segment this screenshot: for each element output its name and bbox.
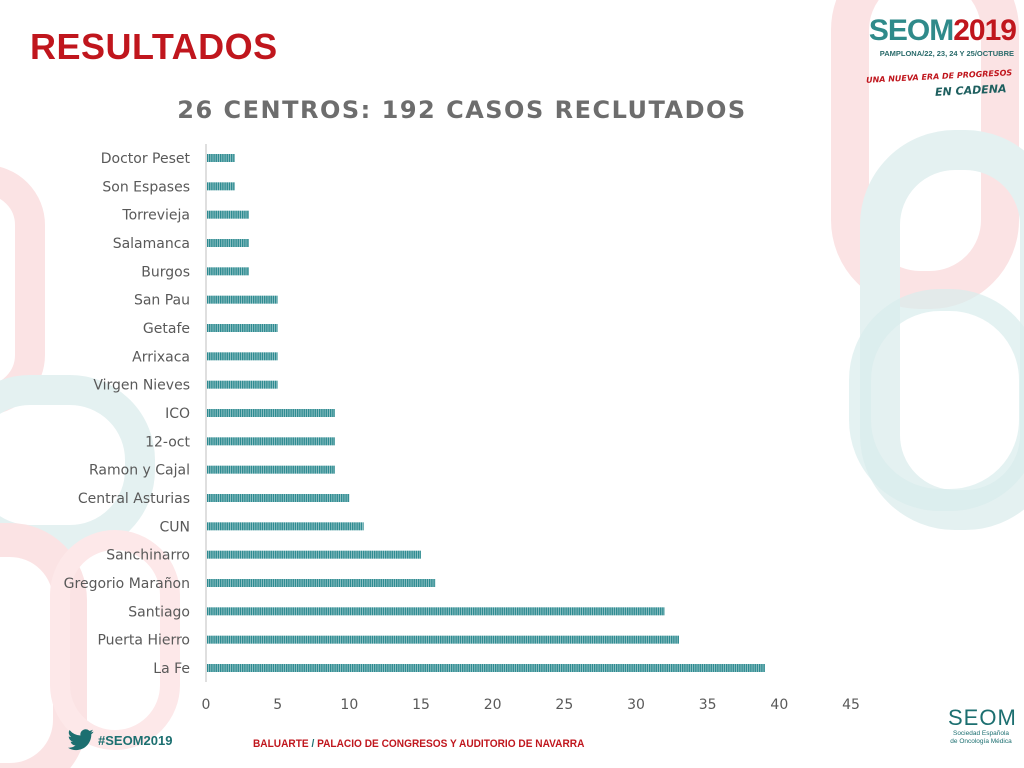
twitter-icon	[68, 729, 94, 751]
bar-puerta-hierro	[207, 635, 679, 644]
category-label: Santiago	[128, 604, 190, 620]
category-label: Son Espases	[102, 179, 190, 195]
category-label: Central Asturias	[78, 491, 190, 507]
chart-title: 26 CENTROS: 192 CASOS RECLUTADOS	[177, 96, 746, 124]
seom-society-logo: SEOM Sociedad Española de Oncología Médi…	[948, 705, 1017, 762]
seom-logo-subtitle-1: Sociedad Española	[952, 730, 1009, 737]
bar-torrevieja	[207, 210, 249, 219]
x-tick-label: 0	[202, 697, 211, 713]
x-tick-label: 10	[340, 697, 358, 713]
brand-dates: PAMPLONA/22, 23, 24 Y 25/OCTUBRE	[879, 49, 1014, 58]
bar-doctor-peset	[207, 154, 235, 162]
bar-salamanca	[207, 239, 249, 247]
bar-arrixaca	[207, 352, 278, 361]
seom2019-brand-logo: SEOM2019 PAMPLONA/22, 23, 24 Y 25/OCTUBR…	[866, 14, 1017, 114]
slide-title: RESULTADOS	[30, 26, 278, 67]
category-label: Doctor Peset	[101, 151, 191, 167]
category-label: Virgen Nieves	[93, 378, 190, 394]
seom-logo-name: SEOM	[948, 705, 1017, 730]
brand-name: SEOM2019	[868, 14, 1017, 48]
x-tick-label: 25	[555, 697, 573, 713]
venue-separator: /	[311, 738, 315, 750]
x-tick-label: 5	[273, 697, 282, 713]
category-label: 12-oct	[145, 434, 190, 450]
venue-rest: PALACIO DE CONGRESOS Y AUDITORIO DE NAVA…	[317, 738, 585, 750]
x-tick-label: 40	[770, 697, 788, 713]
category-label: Gregorio Marañon	[64, 576, 190, 592]
category-label: CUN	[160, 519, 191, 535]
x-tick-label: 30	[627, 697, 645, 713]
bar-san-pau	[207, 295, 278, 304]
category-label: Torrevieja	[121, 208, 190, 224]
bar-gregorio-mara-on	[207, 579, 436, 587]
seom-logo-subtitle-2: de Oncología Médica	[950, 738, 1012, 745]
footer-venue: BALUARTE / PALACIO DE CONGRESOS Y AUDITO…	[253, 738, 584, 750]
bar-la-fe	[207, 664, 765, 672]
category-label: San Pau	[134, 293, 190, 309]
bar-ramon-y-cajal	[207, 465, 335, 474]
bar-sanchinarro	[207, 550, 421, 559]
x-tick-label: 20	[484, 697, 502, 713]
category-label: Puerta Hierro	[97, 633, 190, 649]
category-label: Salamanca	[113, 236, 190, 252]
bar-burgos	[207, 267, 249, 276]
brand-year: 2019	[953, 14, 1017, 47]
category-label: Arrixaca	[132, 349, 190, 365]
bar-getafe	[207, 324, 278, 332]
category-label: La Fe	[153, 661, 190, 677]
category-label: Burgos	[141, 264, 190, 280]
x-tick-label: 45	[842, 697, 860, 713]
bar-son-espases	[207, 182, 235, 191]
bar-12-oct	[207, 437, 335, 446]
bar-cun	[207, 522, 364, 531]
venue-main: BALUARTE	[253, 738, 309, 750]
category-label: Ramon y Cajal	[89, 463, 190, 479]
category-label: Getafe	[143, 321, 190, 337]
bar-central-asturias	[207, 494, 350, 502]
x-tick-label: 15	[412, 697, 430, 713]
bar-santiago	[207, 607, 665, 616]
footer-hashtag: #SEOM2019	[98, 733, 173, 748]
category-label: ICO	[165, 406, 190, 422]
bar-ico	[207, 409, 335, 417]
brand-name-text: SEOM	[868, 14, 954, 47]
x-tick-label: 35	[699, 697, 717, 713]
category-label: Sanchinarro	[106, 548, 190, 564]
bar-virgen-nieves	[207, 380, 278, 389]
